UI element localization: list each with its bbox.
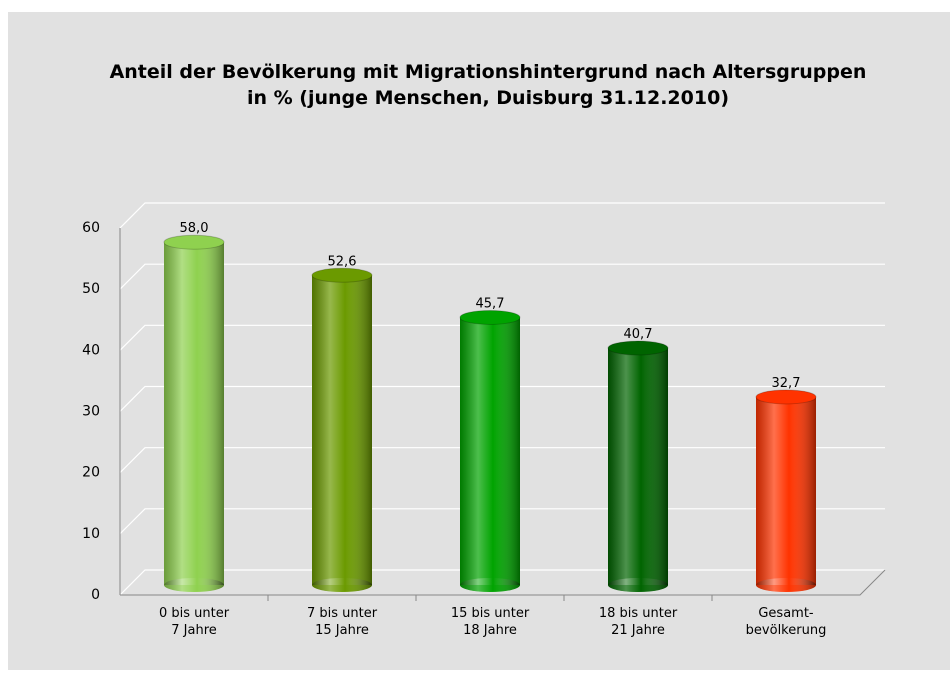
bar-shading [756, 396, 816, 585]
y-tick-label: 10 [82, 526, 100, 542]
x-tick-label: 18 Jahre [463, 623, 517, 638]
y-tick-label: 30 [82, 404, 100, 420]
bar-shading [164, 242, 224, 585]
x-tick-label: 15 Jahre [315, 623, 369, 638]
bar-base-shading [312, 578, 372, 592]
bar-base-shading [608, 578, 668, 592]
bar-base-shading [460, 578, 520, 592]
bar-shading [608, 348, 668, 585]
chart-title: in % (junge Menschen, Duisburg 31.12.201… [247, 87, 729, 109]
x-tick-label: Gesamt- [758, 606, 814, 621]
value-label: 52,6 [328, 254, 357, 269]
y-tick-label: 50 [82, 281, 100, 297]
x-tick-label: 15 bis unter [451, 606, 530, 621]
bar-base-shading [164, 578, 224, 592]
y-tick-label: 40 [82, 342, 100, 358]
value-label: 58,0 [180, 221, 209, 236]
y-tick-label: 60 [82, 220, 100, 236]
bar-top [459, 309, 521, 325]
x-tick-label: 0 bis unter [159, 606, 230, 621]
x-tick-label: 18 bis unter [599, 606, 678, 621]
value-label: 45,7 [476, 296, 505, 311]
grid-line [119, 202, 885, 229]
grid-line [119, 263, 885, 290]
y-tick-label: 0 [91, 587, 100, 603]
bar-top [607, 340, 669, 356]
bar-shading [312, 275, 372, 585]
x-tick-label: bevölkerung [746, 623, 827, 638]
bar-base-shading [756, 578, 816, 592]
grid-line [119, 324, 885, 351]
bar-top [755, 389, 817, 405]
chart-title: Anteil der Bevölkerung mit Migrationshin… [110, 61, 867, 83]
x-axis [120, 569, 886, 596]
bar-top [163, 234, 225, 250]
value-label: 32,7 [772, 376, 801, 391]
bar-top [311, 267, 373, 283]
x-tick-label: 21 Jahre [611, 623, 665, 638]
value-label: 40,7 [624, 327, 653, 342]
x-tick-label: 7 bis unter [307, 606, 378, 621]
y-tick-label: 20 [82, 465, 100, 481]
x-tick-label: 7 Jahre [171, 623, 217, 638]
bar-shading [460, 317, 520, 585]
